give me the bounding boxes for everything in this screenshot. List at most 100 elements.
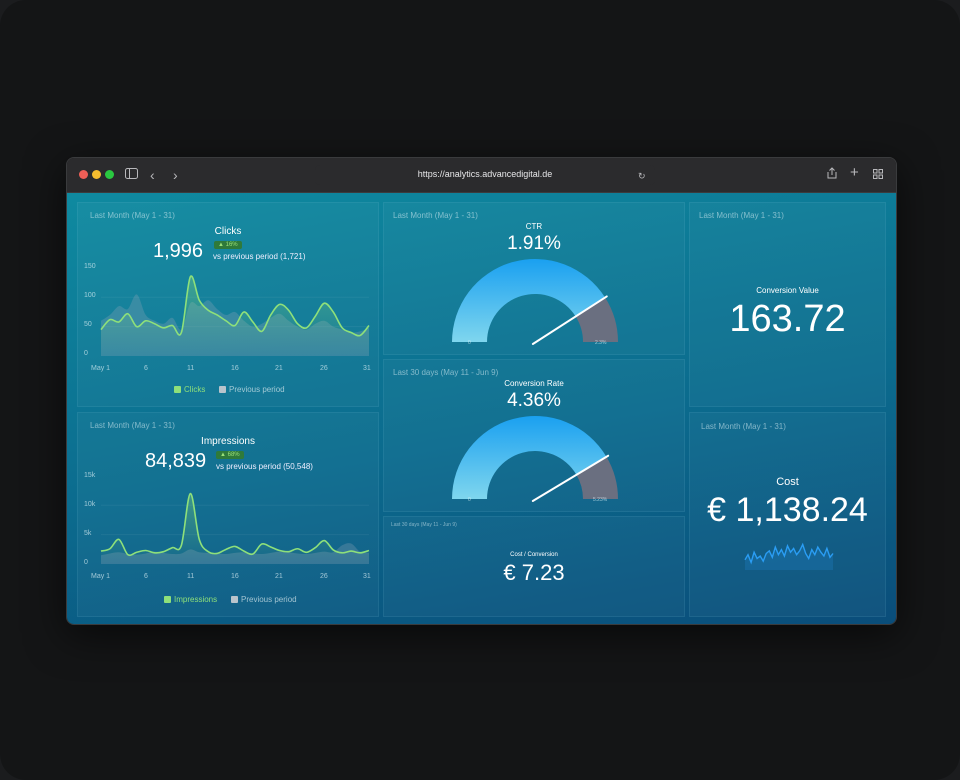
cost-per-conversion-tile: Last 30 days (May 11 - Jun 9) Cost / Con… bbox=[383, 516, 685, 617]
x-tick-label: 11 bbox=[187, 365, 195, 372]
clicks-value: 1,996 bbox=[153, 240, 204, 262]
impressions-tile: Last Month (May 1 - 31) Impressions 84,8… bbox=[77, 412, 379, 617]
browser-window: ‹ › https://analytics.advancedigital.de … bbox=[66, 157, 897, 625]
impressions-change-badge: ▲ 68% bbox=[216, 451, 244, 459]
impressions-value: 84,839 bbox=[145, 450, 207, 472]
legend-impressions[interactable]: Impressions bbox=[164, 595, 217, 604]
gauge-fill bbox=[452, 416, 607, 499]
x-tick-label: 16 bbox=[231, 365, 239, 372]
current-period-line bbox=[100, 492, 370, 557]
ctr-gauge bbox=[452, 259, 618, 345]
conversion-value-title: Conversion Value bbox=[756, 286, 819, 295]
x-tick-label: 11 bbox=[187, 573, 195, 580]
legend-label: Previous period bbox=[229, 385, 285, 394]
conversion-rate-tile: Last 30 days (May 11 - Jun 9) Conversion… bbox=[383, 359, 685, 512]
x-tick-label: 6 bbox=[144, 365, 148, 372]
y-tick-label: 10k bbox=[84, 501, 96, 508]
forward-icon[interactable]: › bbox=[173, 167, 178, 183]
x-tick-label: 26 bbox=[320, 365, 328, 372]
gauge-track bbox=[576, 456, 618, 499]
legend-previous-period[interactable]: Previous period bbox=[219, 385, 285, 394]
clicks-vs-previous: vs previous period (1,721) bbox=[213, 252, 306, 261]
ctr-tile: Last Month (May 1 - 31) CTR 1.91% 0 2.3% bbox=[383, 202, 685, 355]
legend-label: Previous period bbox=[241, 595, 297, 604]
current-period-line bbox=[100, 275, 370, 337]
address-url: https://analytics.advancedigital.de bbox=[417, 169, 553, 179]
conversion-rate-value: 4.36% bbox=[507, 390, 561, 411]
back-icon[interactable]: ‹ bbox=[150, 167, 155, 183]
clicks-date-range: Last Month (May 1 - 31) bbox=[90, 211, 175, 220]
gauge-max-label: 5.23% bbox=[593, 497, 608, 503]
clicks-tile: Last Month (May 1 - 31) Clicks 1,996 ▲ 1… bbox=[77, 202, 379, 407]
y-tick-label: 0 bbox=[84, 559, 88, 566]
conversion-rate-date-range: Last 30 days (May 11 - Jun 9) bbox=[393, 368, 499, 377]
y-tick-label: 5k bbox=[84, 530, 92, 537]
y-tick-label: 0 bbox=[84, 350, 88, 357]
conversion-rate-title: Conversion Rate bbox=[504, 379, 564, 388]
cost-tile: Last Month (May 1 - 31) Cost € 1,138.24 bbox=[689, 412, 886, 617]
x-tick-label: 31 bbox=[363, 573, 371, 580]
maximize-window-button[interactable] bbox=[105, 170, 114, 179]
address-bar[interactable]: https://analytics.advancedigital.de ↻ bbox=[315, 165, 655, 185]
gauge-min-label: 0 bbox=[468, 497, 471, 503]
cost-date-range: Last Month (May 1 - 31) bbox=[701, 422, 786, 431]
current-period-area bbox=[101, 493, 369, 564]
ctr-value: 1.91% bbox=[507, 233, 561, 254]
sidebar-toggle-icon[interactable] bbox=[125, 167, 138, 183]
sparkline-area bbox=[745, 544, 833, 570]
cost-per-conversion-title: Cost / Conversion bbox=[510, 552, 558, 558]
conversion-value-value: 163.72 bbox=[729, 298, 846, 340]
cost-sparkline bbox=[744, 542, 834, 570]
dashboard: Last Month (May 1 - 31) Clicks 1,996 ▲ 1… bbox=[67, 193, 896, 624]
cost-per-conversion-value: € 7.23 bbox=[503, 560, 565, 585]
x-tick-label: 21 bbox=[275, 573, 283, 580]
x-tick-label: 16 bbox=[231, 573, 239, 580]
x-tick-label: May 1 bbox=[91, 573, 111, 580]
gauge-needle bbox=[531, 295, 608, 345]
impressions-date-range: Last Month (May 1 - 31) bbox=[90, 421, 175, 430]
checkbox-icon bbox=[164, 596, 171, 603]
conversion-value-date-range: Last Month (May 1 - 31) bbox=[699, 211, 784, 220]
impressions-vs-previous: vs previous period (50,548) bbox=[216, 462, 313, 471]
conversion-value-tile: Last Month (May 1 - 31) Conversion Value… bbox=[689, 202, 886, 407]
cost-value: € 1,138.24 bbox=[707, 491, 868, 529]
new-tab-icon[interactable]: + bbox=[850, 164, 859, 181]
y-tick-label: 150 bbox=[84, 263, 96, 270]
conversion-rate-gauge bbox=[452, 416, 618, 502]
close-window-button[interactable] bbox=[79, 170, 88, 179]
x-tick-label: 21 bbox=[275, 365, 283, 372]
x-tick-label: 31 bbox=[363, 365, 371, 372]
sparkline-line bbox=[744, 542, 834, 565]
legend-label: Impressions bbox=[174, 595, 218, 604]
clicks-chart bbox=[100, 275, 370, 356]
gauge-track bbox=[575, 297, 618, 342]
clicks-title: Clicks bbox=[214, 226, 242, 237]
gauge-fill bbox=[452, 259, 606, 342]
impressions-title: Impressions bbox=[201, 436, 255, 447]
cost-per-conversion-date-range: Last 30 days (May 11 - Jun 9) bbox=[391, 522, 457, 528]
y-tick-label: 50 bbox=[84, 321, 92, 328]
legend-previous-period[interactable]: Previous period bbox=[231, 595, 297, 604]
gauge-min-label: 0 bbox=[468, 340, 471, 346]
y-tick-label: 100 bbox=[84, 292, 96, 299]
checkbox-icon bbox=[174, 386, 181, 393]
minimize-window-button[interactable] bbox=[92, 170, 101, 179]
impressions-chart bbox=[100, 492, 370, 564]
x-tick-label: May 1 bbox=[91, 365, 111, 372]
reload-icon[interactable]: ↻ bbox=[638, 171, 646, 181]
current-period-area bbox=[101, 275, 369, 356]
y-tick-label: 15k bbox=[84, 472, 96, 479]
share-icon[interactable] bbox=[827, 167, 837, 183]
legend-label: Clicks bbox=[184, 385, 206, 394]
ctr-date-range: Last Month (May 1 - 31) bbox=[393, 211, 478, 220]
cost-title: Cost bbox=[776, 476, 799, 488]
x-tick-label: 6 bbox=[144, 573, 148, 580]
x-tick-label: 26 bbox=[320, 573, 328, 580]
title-bar: ‹ › https://analytics.advancedigital.de … bbox=[67, 158, 896, 193]
tab-overview-icon[interactable] bbox=[873, 167, 883, 183]
checkbox-icon bbox=[219, 386, 226, 393]
ctr-title: CTR bbox=[525, 222, 543, 231]
gauge-max-label: 2.3% bbox=[595, 340, 607, 346]
clicks-change-badge: ▲ 16% bbox=[214, 241, 242, 249]
legend-clicks[interactable]: Clicks bbox=[174, 385, 205, 394]
